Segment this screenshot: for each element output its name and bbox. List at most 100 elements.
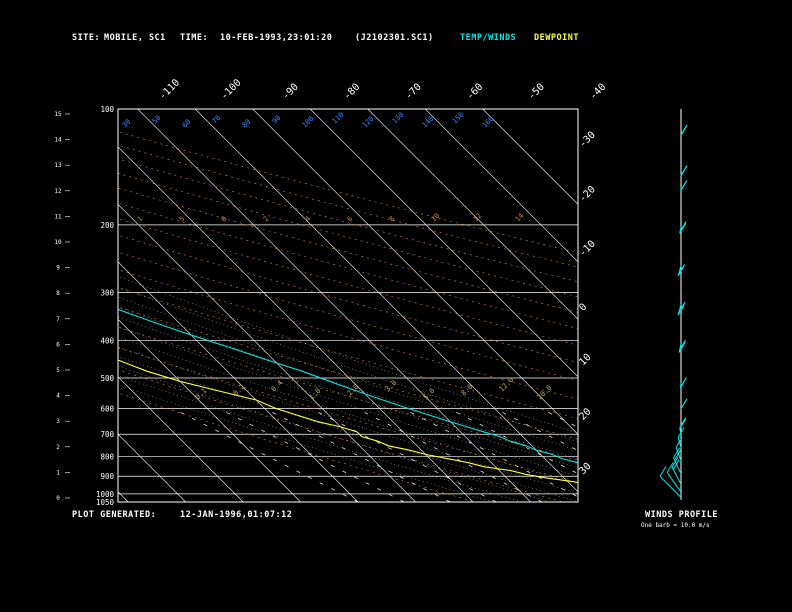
height-tick-label: 1 [56,469,60,476]
isotherm-line [118,146,474,502]
dry-adiabat [118,369,563,502]
mixing-ratio-label: 20.0 [536,384,554,402]
wind-barb-flag [666,462,674,473]
height-tick-label: 7 [56,316,60,323]
dry-adiabat [118,172,578,298]
top-temperature-label: -100 [219,77,244,102]
theta-label: 30 [121,118,133,130]
isotherm-line [309,109,578,378]
dry-adiabat-label: 12 [472,212,484,224]
plot-generated-value: 12-JAN-1996,01:07:12 [180,510,293,520]
theta-label: 90 [271,114,283,126]
height-tick-label: 13 [54,162,62,169]
dry-adiabat [118,187,578,313]
plot-generated-label: PLOT GENERATED: [72,510,157,520]
dewpoint-profile [118,359,578,484]
mixing-ratio-label: 0.1 [194,387,209,402]
wind-barb-flag [679,417,687,428]
mixing-ratio-line [172,408,359,502]
wind-barb-flag [674,449,681,461]
top-temperature-label: -110 [157,77,182,102]
isotherm-line [118,433,186,502]
dry-adiabat-label: 10 [430,212,442,224]
isotherm-line [118,491,129,502]
moist-adiabat [118,356,578,502]
pressure-tick-label: 300 [100,289,114,298]
site-label: SITE: [72,33,101,43]
plot-frame [117,108,579,503]
mixing-ratio-label: 5.0 [422,387,437,402]
wind-barb-flag [673,447,680,459]
pressure-tick-label: 1050 [96,498,115,507]
winds-profile-title: WINDS PROFILE [645,510,719,520]
top-temperature-label: -40 [588,82,609,103]
moist-adiabat [118,375,522,502]
temperature-profile [118,308,578,464]
wind-barb-flag [679,339,687,351]
theta-label: 120 [361,115,376,130]
moist-adiabat [118,336,578,486]
dry-adiabat-label: 1 [136,215,145,224]
mixing-ratio-line [264,408,451,502]
isotherm-line [137,109,531,502]
isotherm-line [194,109,578,493]
isotherm-line [118,203,416,502]
site-value: MOBILE, SC1 [104,33,166,43]
wind-barb-flag [680,124,688,136]
pressure-tick-label: 200 [100,221,114,230]
height-tick-label: 2 [56,444,60,451]
right-temperature-label: 10 [577,352,593,368]
wind-barb-flag [679,377,687,388]
theta-label: 150 [451,111,466,126]
mixing-ratio-label: 1.0 [308,387,323,402]
mixing-ratio-label: 12.0 [498,376,516,394]
moist-adiabat [118,384,493,502]
dry-adiabat-label: 14 [514,212,526,224]
pressure-tick-label: 900 [100,472,114,481]
dry-adiabat-label: 0 [220,215,229,224]
mixing-ratio-line [494,408,578,451]
wind-barb-flag [680,165,688,176]
dry-adiabat-label: 6 [346,215,355,224]
height-tick-label: 11 [54,213,62,220]
theta-label: 160 [481,115,496,130]
top-temperature-label: -70 [403,82,424,103]
right-temperature-label: 0 [577,302,589,314]
isotherm-line [482,109,578,205]
wind-barb-flag [671,456,679,468]
dry-adiabat [118,251,578,381]
isotherm-line [252,109,578,435]
isotherm-line [0,109,13,502]
pressure-tick-label: 400 [100,337,114,346]
theta-label: 60 [181,118,193,130]
isotherm-line [367,109,578,320]
top-temperature-label: -80 [342,82,363,103]
dry-adiabat [118,218,578,346]
wind-barb-staff [677,437,682,448]
dry-adiabat [118,347,578,484]
height-tick-label: 10 [54,239,62,246]
isotherm-line [118,376,244,502]
pressure-tick-label: 1000 [96,490,115,499]
mixing-ratio-label: 2.0 [346,383,361,398]
dry-adiabat-label: 8 [388,215,397,224]
mixing-ratio-line [540,408,578,428]
pressure-tick-label: 800 [100,453,114,462]
height-tick-label: 9 [56,265,60,272]
theta-label: 70 [211,114,223,126]
wind-barb-staff [671,466,682,485]
time-value: 10-FEB-1993,23:01:20 [220,33,333,43]
dewpoint-legend: DEWPOINT [534,33,579,43]
dry-adiabat [118,158,578,283]
wind-barb-staff [666,472,682,493]
top-temperature-label: -60 [465,82,486,103]
pressure-tick-label: 700 [100,430,114,439]
time-label: TIME: [180,33,209,43]
dry-adiabat [118,202,578,329]
plot-area [0,109,578,502]
dry-adiabat [118,392,476,502]
height-tick-label: 14 [54,137,62,144]
theta-label: 80 [241,118,253,130]
pressure-tick-label: 500 [100,374,114,383]
height-tick-label: 6 [56,341,60,348]
